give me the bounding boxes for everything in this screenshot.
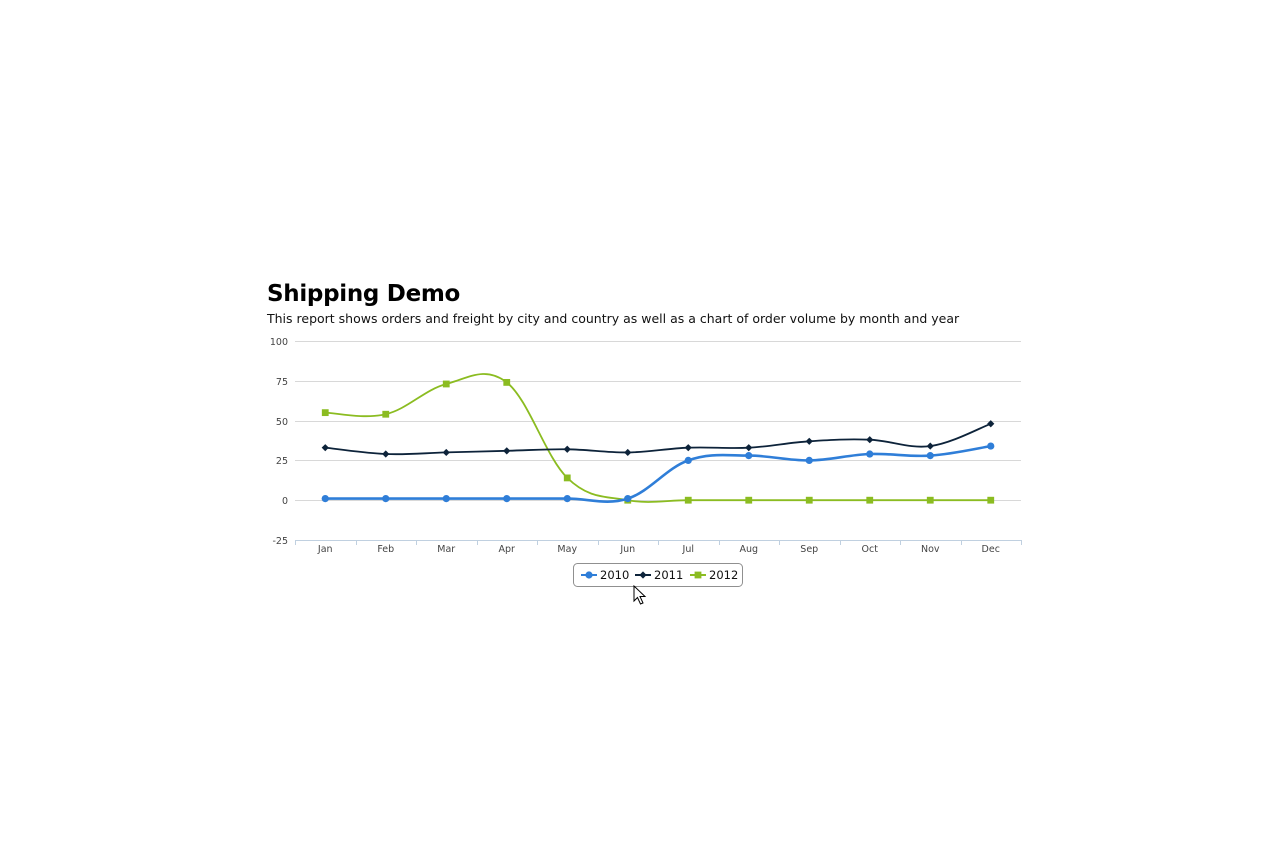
data-point-2012[interactable] [321, 409, 329, 417]
data-point-2010[interactable] [321, 495, 329, 503]
data-point-2010[interactable] [745, 452, 753, 460]
legend-label: 2011 [654, 568, 683, 582]
data-point-2010[interactable] [684, 456, 692, 464]
y-tick-label: 0 [282, 496, 288, 507]
x-tick-label: Apr [499, 544, 516, 555]
data-point-2010[interactable] [442, 495, 450, 503]
data-point-2012[interactable] [442, 380, 450, 388]
data-point-2011[interactable] [442, 448, 450, 457]
x-tick-label: May [557, 544, 577, 555]
x-tick-label: Nov [921, 544, 940, 555]
y-tick-label: -25 [272, 536, 288, 547]
series-line-2011 [325, 422, 992, 456]
data-point-2010[interactable] [987, 442, 995, 450]
data-point-2012[interactable] [684, 496, 692, 504]
chart-series [321, 373, 995, 504]
data-point-2010[interactable] [805, 456, 813, 464]
data-point-2010[interactable] [503, 495, 511, 503]
data-point-2011[interactable] [745, 444, 753, 452]
legend-swatch-marker[interactable] [585, 571, 593, 579]
series-2012 [321, 373, 995, 504]
legend-swatch-marker[interactable] [639, 571, 647, 579]
data-point-2010[interactable] [624, 495, 632, 503]
chart-grid [295, 341, 1021, 501]
x-tick-label: Jun [619, 544, 635, 555]
legend-swatch-marker[interactable] [694, 571, 702, 579]
data-point-2011[interactable] [321, 444, 329, 452]
report-header: Shipping Demo This report shows orders a… [267, 280, 1027, 327]
data-point-2012[interactable] [745, 496, 753, 504]
data-point-2011[interactable] [503, 447, 511, 455]
x-tick-label: Oct [862, 544, 879, 555]
mouse-cursor-icon [633, 585, 647, 605]
x-tick-label: Sep [800, 544, 818, 555]
chart-axes: 100 75 50 25 0 -25 Jan Feb Mar Apr May Jun Jul Aug Sep… [270, 337, 1022, 555]
data-point-2012[interactable] [926, 496, 934, 504]
data-point-2010[interactable] [563, 495, 571, 503]
page-title: Shipping Demo [267, 281, 461, 307]
chart-legend[interactable]: 2010 2011 2012 [573, 563, 743, 587]
legend-item-2012[interactable]: 2012 [690, 568, 738, 582]
y-tick-label: 50 [276, 417, 288, 428]
series-line-2012 [325, 373, 991, 503]
data-point-2012[interactable] [987, 496, 995, 504]
x-tick-label: Aug [739, 544, 758, 555]
y-tick-label: 75 [276, 377, 288, 388]
data-point-2010[interactable] [926, 452, 934, 460]
x-tick-label: Jan [317, 544, 333, 555]
data-point-2011[interactable] [805, 437, 813, 445]
data-point-2012[interactable] [382, 410, 390, 418]
data-point-2012[interactable] [503, 378, 511, 386]
x-tick-label: Dec [982, 544, 1000, 555]
legend-item-2011[interactable]: 2011 [635, 568, 683, 582]
legend-box [573, 563, 743, 587]
y-tick-label: 100 [270, 337, 288, 348]
x-tick-label: Jul [682, 544, 694, 555]
data-point-2011[interactable] [382, 450, 390, 458]
data-point-2012[interactable] [866, 496, 874, 504]
data-point-2011[interactable] [866, 436, 874, 444]
y-tick-label: 25 [276, 456, 288, 467]
legend-label: 2012 [709, 568, 738, 582]
x-tick-label: Mar [437, 544, 455, 555]
legend-label: 2010 [600, 568, 629, 582]
data-point-2011[interactable] [684, 444, 692, 452]
data-point-2010[interactable] [382, 495, 390, 503]
data-point-2011[interactable] [624, 448, 632, 457]
x-tick-label: Feb [377, 544, 394, 555]
data-point-2010[interactable] [866, 450, 874, 458]
data-point-2012[interactable] [563, 474, 571, 482]
series-2011 [321, 420, 995, 458]
series-2010 [321, 442, 995, 503]
data-point-2011[interactable] [926, 442, 934, 450]
data-point-2012[interactable] [805, 496, 813, 504]
data-point-2011[interactable] [987, 420, 995, 428]
legend-item-2010[interactable]: 2010 [581, 568, 629, 582]
page-subtitle: This report shows orders and freight by … [267, 311, 960, 326]
series-line-2010 [325, 444, 992, 503]
data-point-2011[interactable] [563, 445, 571, 453]
